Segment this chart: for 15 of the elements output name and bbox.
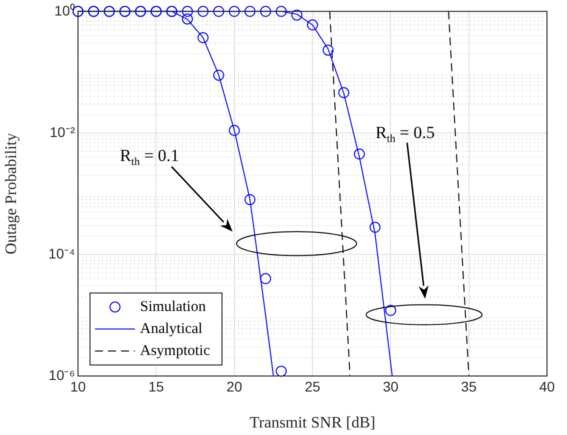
x-tick-label: 40 — [539, 378, 555, 394]
y-axis-title: Outage Probability — [2, 133, 20, 254]
legend-label: Simulation — [140, 298, 206, 315]
y-tick-label: 10⁻⁴ — [48, 245, 75, 262]
x-tick-label: 25 — [304, 378, 320, 394]
x-tick-label: 30 — [382, 378, 399, 394]
annotation: R$_{th}$ = 0.5 — [375, 122, 435, 145]
x-tick-label: 15 — [148, 378, 164, 394]
y-tick-label: 10⁻² — [50, 124, 76, 140]
legend-label: Analytical — [140, 320, 202, 337]
x-tick-label: 20 — [226, 378, 242, 394]
legend-label: Asymptotic — [140, 342, 210, 359]
x-axis-title: Transmit SNR [dB] — [250, 414, 376, 432]
x-tick-label: 35 — [461, 378, 477, 394]
annotation: R$_{th}$ = 0.1 — [120, 145, 180, 168]
